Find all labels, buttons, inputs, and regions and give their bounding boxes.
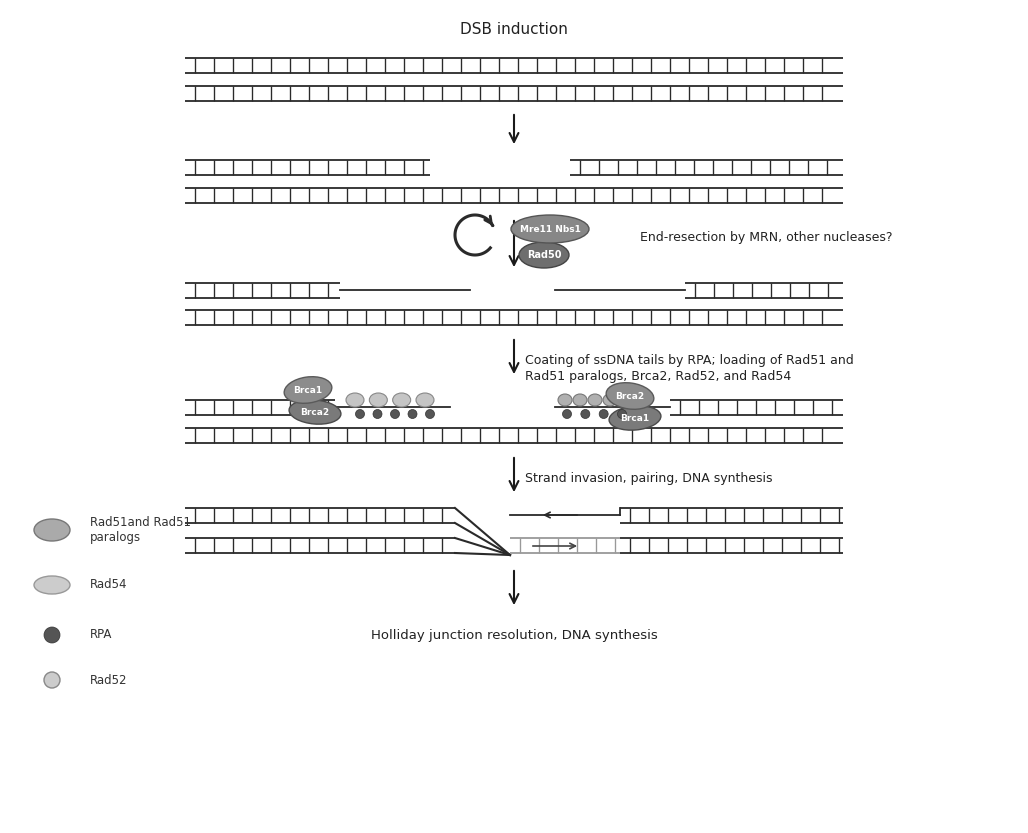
Circle shape — [426, 410, 435, 418]
Ellipse shape — [588, 394, 602, 406]
Text: Brca2: Brca2 — [616, 392, 645, 401]
Text: End-resection by MRN, other nucleases?: End-resection by MRN, other nucleases? — [640, 231, 892, 243]
Ellipse shape — [519, 242, 570, 268]
Ellipse shape — [511, 215, 589, 243]
Text: RPA: RPA — [90, 629, 112, 641]
Circle shape — [356, 410, 365, 418]
Ellipse shape — [34, 519, 70, 541]
Text: Coating of ssDNA tails by RPA; loading of Rad51 and: Coating of ssDNA tails by RPA; loading o… — [525, 353, 853, 367]
Ellipse shape — [289, 400, 341, 424]
Text: Mre11 Nbs1: Mre11 Nbs1 — [519, 225, 581, 233]
Ellipse shape — [416, 393, 434, 407]
Text: Rad51and Rad51
paralogs: Rad51and Rad51 paralogs — [90, 516, 191, 544]
Text: Brca1: Brca1 — [293, 386, 323, 395]
Ellipse shape — [618, 394, 632, 406]
Text: Rad54: Rad54 — [90, 578, 127, 591]
Text: Strand invasion, pairing, DNA synthesis: Strand invasion, pairing, DNA synthesis — [525, 471, 772, 485]
Circle shape — [618, 410, 626, 418]
Text: Rad52: Rad52 — [90, 674, 127, 686]
Circle shape — [408, 410, 417, 418]
Circle shape — [391, 410, 400, 418]
Circle shape — [562, 410, 572, 418]
Ellipse shape — [393, 393, 410, 407]
Ellipse shape — [284, 377, 332, 403]
Text: Brca2: Brca2 — [300, 407, 330, 416]
Ellipse shape — [369, 393, 388, 407]
Ellipse shape — [346, 393, 364, 407]
Ellipse shape — [34, 576, 70, 594]
Text: Brca1: Brca1 — [621, 413, 650, 422]
Ellipse shape — [609, 406, 661, 430]
Ellipse shape — [573, 394, 587, 406]
Circle shape — [44, 672, 60, 688]
Ellipse shape — [558, 394, 572, 406]
Text: Rad50: Rad50 — [526, 250, 561, 260]
Text: Rad51 paralogs, Brca2, Rad52, and Rad54: Rad51 paralogs, Brca2, Rad52, and Rad54 — [525, 370, 792, 382]
Circle shape — [599, 410, 609, 418]
Text: DSB induction: DSB induction — [461, 22, 567, 37]
Ellipse shape — [607, 382, 654, 409]
Text: Holliday junction resolution, DNA synthesis: Holliday junction resolution, DNA synthe… — [371, 629, 657, 641]
Circle shape — [44, 627, 60, 643]
Circle shape — [373, 410, 382, 418]
Circle shape — [581, 410, 590, 418]
Ellipse shape — [603, 394, 617, 406]
